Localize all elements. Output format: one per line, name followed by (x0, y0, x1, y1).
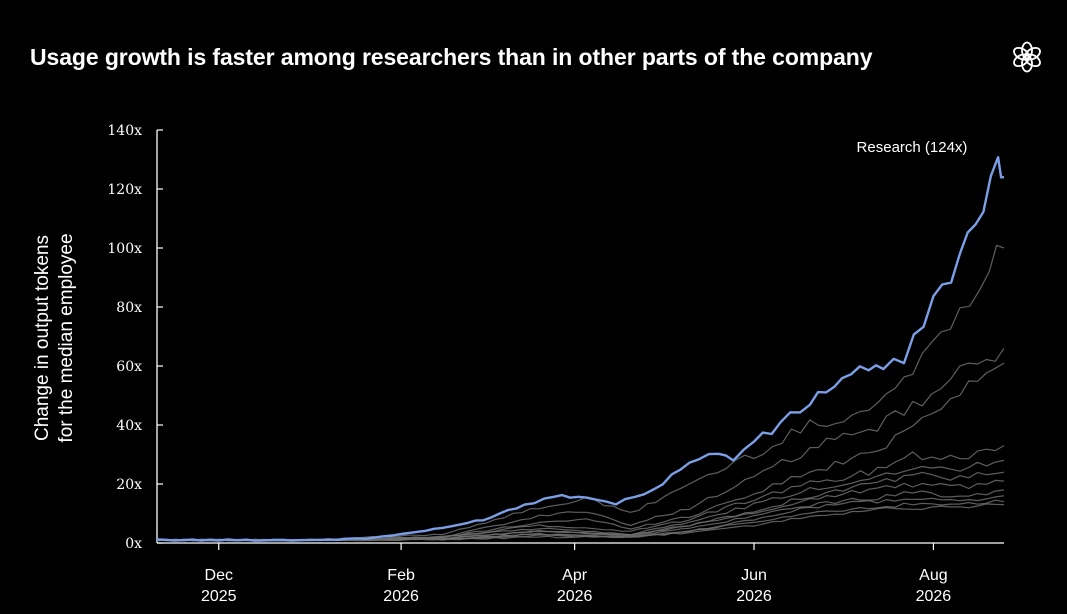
y-tick-label: 0x (125, 536, 142, 552)
openai-logo-icon (1013, 41, 1041, 73)
y-tick-label: 40x (116, 418, 142, 434)
x-tick-label-year: 2025 (201, 588, 237, 605)
y-axis-label: Change in output tokens for the median e… (32, 233, 77, 442)
x-tick-label-year: 2026 (736, 588, 772, 605)
y-tick-label: 120x (107, 182, 142, 198)
x-tick-label-month: Aug (919, 567, 947, 584)
y-tick-label: 20x (116, 477, 142, 493)
research-annotation: Research (124x) (857, 139, 968, 156)
series-line-other (156, 362, 1005, 542)
y-tick-label: 100x (107, 241, 142, 257)
y-axis-label-line-2: for the median employee (56, 233, 77, 442)
series-line-research (156, 156, 1005, 542)
x-tick-label-month: Dec (205, 567, 233, 584)
annotation-layer: Research (124x) (857, 139, 968, 156)
series-line-other (156, 499, 1005, 542)
y-tick-label: 140x (107, 123, 142, 139)
chart-title: Usage growth is faster among researchers… (30, 44, 873, 70)
series-line-other (156, 459, 1005, 542)
x-tick-label-month: Apr (562, 567, 588, 584)
x-tick-label-year: 2026 (383, 588, 419, 605)
series-line-other (156, 479, 1005, 542)
y-tick-label: 60x (116, 359, 142, 375)
series-line-other (156, 347, 1005, 542)
y-tick-label: 80x (116, 300, 142, 316)
axes: 0x 20x 40x 60x 80x 100x 120x 140x Dec 2025 Feb 2026… (107, 123, 1004, 605)
x-tick-label-month: Feb (387, 567, 415, 584)
series-line-other (156, 445, 1005, 542)
y-axis-label-line-1: Change in output tokens (32, 235, 53, 441)
series-layer (156, 156, 1005, 542)
x-tick-label-year: 2026 (557, 588, 593, 605)
series-line-other (156, 495, 1005, 542)
x-tick-label-year: 2026 (916, 588, 952, 605)
x-tick-label-month: Jun (741, 567, 767, 584)
